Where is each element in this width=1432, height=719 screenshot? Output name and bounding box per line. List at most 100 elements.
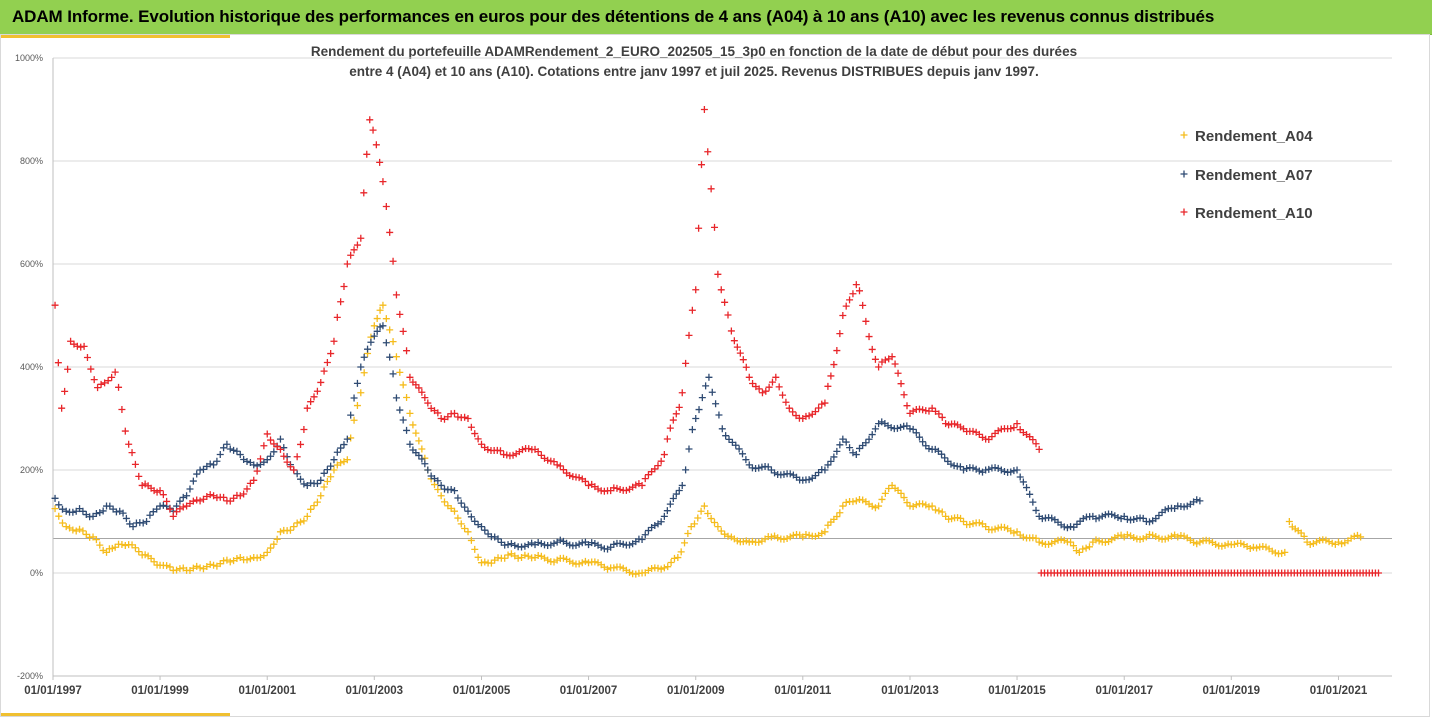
data-point [406, 440, 414, 448]
data-point [660, 512, 668, 520]
data-point [657, 457, 665, 465]
data-point [233, 554, 241, 562]
data-point [622, 486, 630, 494]
data-point [991, 525, 999, 533]
data-point [575, 560, 583, 568]
data-point [461, 413, 469, 421]
data-point [664, 563, 672, 571]
data-point [263, 430, 271, 438]
data-point [236, 451, 244, 459]
data-point [504, 551, 512, 559]
data-point [1007, 425, 1015, 433]
data-point [290, 523, 298, 531]
data-point [310, 393, 318, 401]
data-point [1063, 524, 1071, 532]
data-point [327, 462, 335, 470]
data-point [240, 490, 248, 498]
data-point [179, 493, 187, 501]
data-point [700, 106, 708, 113]
data-point [382, 315, 390, 323]
data-point [1048, 539, 1056, 547]
y-tick-label: 1000% [15, 53, 43, 63]
x-tick-label: 01/01/2011 [774, 685, 832, 697]
data-point [1237, 539, 1245, 547]
data-point [1000, 523, 1008, 531]
data-point [862, 439, 870, 447]
data-point [206, 560, 214, 568]
data-point [220, 444, 228, 452]
data-point [518, 446, 526, 454]
data-point [1180, 170, 1188, 178]
data-point [1095, 537, 1103, 545]
data-point [297, 440, 305, 448]
data-point [755, 538, 763, 546]
data-point [323, 466, 331, 474]
data-point [566, 471, 574, 479]
data-point [692, 415, 700, 422]
x-tick-label: 01/01/2005 [453, 685, 511, 697]
data-point [875, 363, 883, 371]
data-point [297, 518, 305, 526]
y-tick-label: -200% [17, 671, 43, 681]
data-point [230, 446, 238, 454]
data-point [437, 481, 445, 489]
data-point [818, 400, 826, 408]
data-point [827, 372, 835, 380]
data-point [534, 448, 542, 456]
data-point [736, 349, 744, 357]
data-point [313, 387, 321, 395]
data-point [474, 553, 482, 561]
data-point [267, 436, 275, 444]
data-point [675, 486, 683, 494]
data-point [193, 496, 201, 504]
data-point [1114, 532, 1122, 540]
data-point [811, 472, 819, 480]
data-point [280, 452, 288, 460]
data-point [454, 494, 462, 502]
data-point [1278, 549, 1286, 557]
data-point [1221, 541, 1229, 549]
data-point [457, 499, 465, 507]
data-point [762, 387, 770, 395]
data-point [1155, 512, 1163, 520]
data-point [730, 337, 738, 345]
data-point [1079, 515, 1087, 523]
data-point [1161, 506, 1169, 514]
data-point [72, 527, 80, 535]
data-point [461, 503, 469, 511]
data-point [1032, 440, 1040, 448]
data-point [528, 539, 536, 547]
data-point [1328, 539, 1336, 547]
series-markers [51, 106, 1383, 578]
data-point [900, 494, 908, 502]
data-point [789, 408, 797, 416]
data-point [406, 409, 414, 417]
data-point [320, 469, 328, 477]
data-point [1334, 538, 1342, 546]
data-point [922, 501, 930, 509]
data-point [956, 463, 964, 471]
data-point [477, 559, 485, 567]
data-point [1013, 528, 1021, 536]
data-point [534, 539, 542, 547]
data-point [434, 409, 442, 417]
data-point [263, 548, 271, 556]
data-point [1300, 532, 1308, 540]
data-point [399, 327, 407, 335]
data-point [682, 466, 690, 474]
data-point [330, 456, 338, 464]
data-point [99, 507, 107, 515]
data-point [1085, 543, 1093, 551]
data-point [997, 466, 1005, 474]
data-point [1023, 484, 1031, 492]
data-point [276, 435, 284, 443]
data-point [1230, 540, 1238, 548]
data-point [666, 500, 674, 508]
data-point [379, 301, 387, 309]
data-point [960, 518, 968, 525]
data-point [409, 421, 417, 429]
data-point [477, 440, 485, 448]
data-point [372, 141, 380, 149]
data-point [969, 427, 977, 435]
data-point [1271, 549, 1279, 557]
